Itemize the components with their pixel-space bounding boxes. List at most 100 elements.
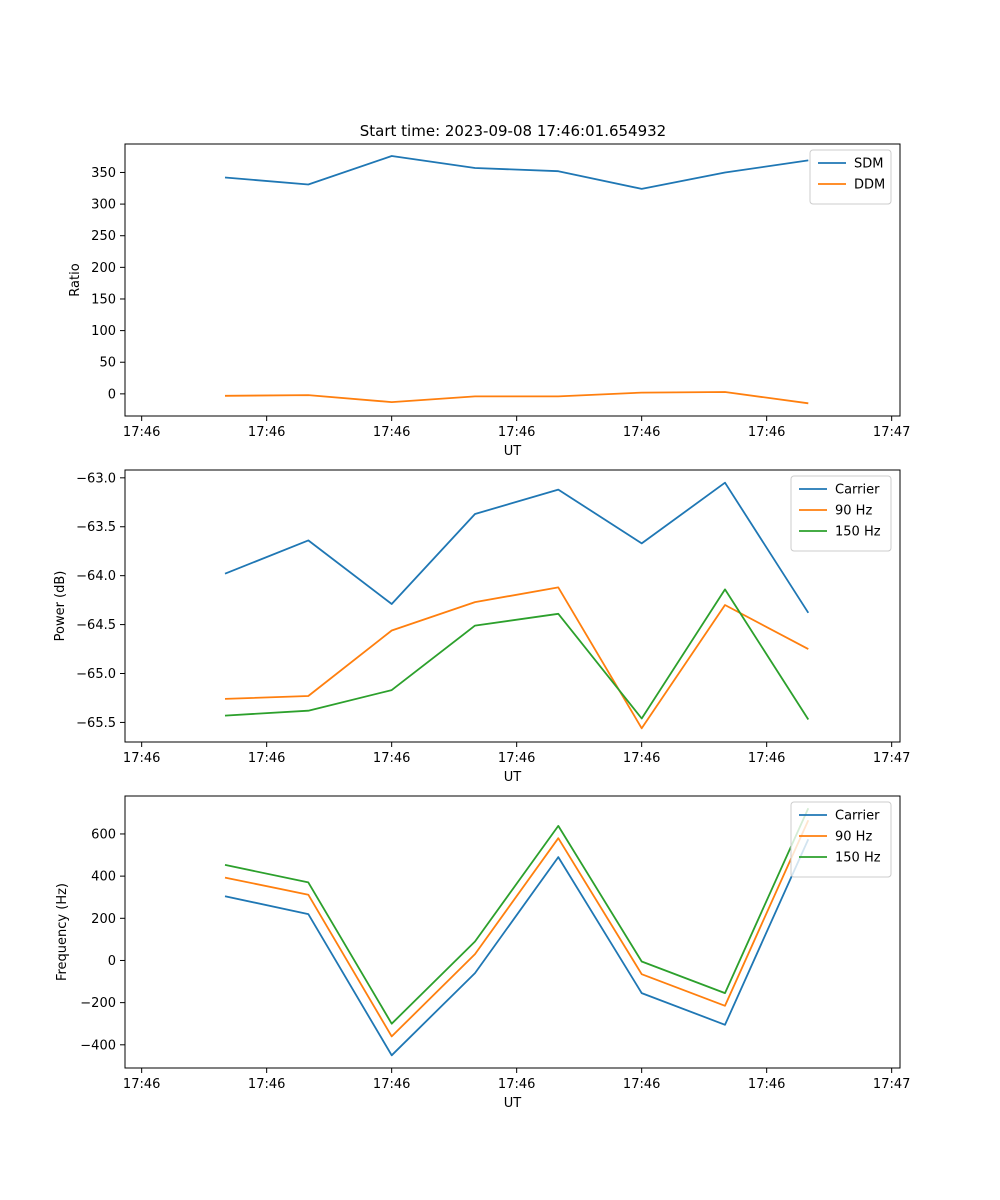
y-axis-label: Power (dB) [53, 571, 68, 642]
data-point [641, 973, 643, 975]
plot-frame [124, 469, 901, 743]
legend-box [790, 475, 892, 552]
y-tick-label: 300 [91, 198, 116, 213]
data-point [641, 718, 643, 720]
data-point [724, 172, 726, 174]
y-tick-label: −64.5 [76, 618, 116, 633]
data-point [224, 698, 226, 700]
legend-label: DDM [854, 178, 885, 193]
data-point [307, 882, 309, 884]
data-point [307, 894, 309, 896]
x-tick-label: 17:46 [373, 425, 410, 440]
data-point [224, 395, 226, 397]
y-axis-label: Ratio [68, 263, 83, 296]
series-line-90-hz [224, 819, 810, 1038]
x-axis-label: UT [504, 1096, 522, 1111]
x-axis-label: UT [504, 770, 522, 785]
data-point [724, 992, 726, 994]
data-point [641, 542, 643, 544]
data-point [474, 953, 476, 955]
data-point [641, 961, 643, 963]
x-axis-label: UT [504, 444, 522, 459]
y-tick-label: −200 [80, 996, 116, 1011]
data-point [224, 573, 226, 575]
y-tick-label: −63.0 [76, 471, 116, 486]
data-point [557, 856, 559, 858]
data-point [807, 402, 809, 404]
y-tick-label: 400 [91, 870, 116, 885]
data-point [641, 392, 643, 394]
legend-label: Carrier [835, 809, 880, 824]
x-tick-label: 17:46 [498, 1077, 535, 1092]
y-tick-label: −65.0 [76, 667, 116, 682]
data-point [557, 825, 559, 827]
data-point [307, 695, 309, 697]
x-tick-label: 17:47 [873, 425, 910, 440]
y-tick-label: −64.0 [76, 569, 116, 584]
legend-label: SDM [854, 157, 883, 172]
legend-label: Carrier [835, 483, 880, 498]
y-tick-label: 0 [108, 387, 116, 402]
x-tick-label: 17:46 [498, 751, 535, 766]
data-point [557, 613, 559, 615]
data-point [557, 489, 559, 491]
data-point [724, 604, 726, 606]
x-tick-label: 17:46 [123, 425, 160, 440]
data-point [391, 1023, 393, 1025]
series-line-150-hz [224, 588, 810, 720]
data-point [391, 155, 393, 157]
x-tick-label: 17:46 [373, 751, 410, 766]
data-point [724, 1005, 726, 1007]
data-point [557, 395, 559, 397]
data-point [391, 401, 393, 403]
x-tick-label: 17:46 [248, 1077, 285, 1092]
x-tick-label: 17:46 [123, 1077, 160, 1092]
y-axis-label: Frequency (Hz) [55, 883, 70, 981]
data-point [641, 727, 643, 729]
data-point [307, 394, 309, 396]
data-point [641, 188, 643, 190]
x-tick-label: 17:47 [873, 1077, 910, 1092]
x-tick-label: 17:46 [373, 1077, 410, 1092]
data-point [557, 587, 559, 589]
y-tick-label: 0 [108, 954, 116, 969]
y-tick-label: −65.5 [76, 716, 116, 731]
data-point [807, 648, 809, 650]
x-tick-label: 17:46 [498, 425, 535, 440]
data-point [224, 715, 226, 717]
legend: SDM DDM [809, 149, 892, 205]
legend: Carrier 90 Hz 150 Hz [790, 801, 892, 878]
chart-panel-3: 17:46 17:46 17:46 17:46 17:46 17:46 17:47 −400 −… [55, 795, 910, 1111]
chart-panel-1: 17:46 17:46 17:46 17:46 17:46 17:46 17:47 0 50 10… [68, 143, 910, 459]
x-tick-label: 17:46 [623, 425, 660, 440]
x-tick-label: 17:46 [623, 1077, 660, 1092]
data-point [307, 184, 309, 186]
x-tick-label: 17:47 [873, 751, 910, 766]
data-point [474, 941, 476, 943]
y-tick-label: −63.5 [76, 520, 116, 535]
data-point [224, 877, 226, 879]
legend-label: 90 Hz [835, 504, 872, 519]
data-point [391, 630, 393, 632]
data-point [474, 601, 476, 603]
data-point [224, 864, 226, 866]
series-line-90-hz [224, 586, 809, 730]
y-tick-label: 100 [91, 324, 116, 339]
data-point [557, 170, 559, 172]
legend-label: 90 Hz [835, 830, 872, 845]
data-point [474, 513, 476, 515]
y-tick-label: −400 [80, 1038, 116, 1053]
y-tick-label: 200 [91, 261, 116, 276]
legend: Carrier 90 Hz 150 Hz [790, 475, 892, 552]
data-point [807, 719, 809, 721]
x-tick-label: 17:46 [748, 751, 785, 766]
legend-label: 150 Hz [835, 851, 881, 866]
data-point [224, 895, 226, 897]
series-line-sdm [224, 155, 809, 190]
data-point [724, 391, 726, 393]
series-line-carrier [224, 481, 810, 614]
data-point [474, 395, 476, 397]
y-tick-label: 350 [91, 166, 116, 181]
data-point [807, 612, 809, 614]
